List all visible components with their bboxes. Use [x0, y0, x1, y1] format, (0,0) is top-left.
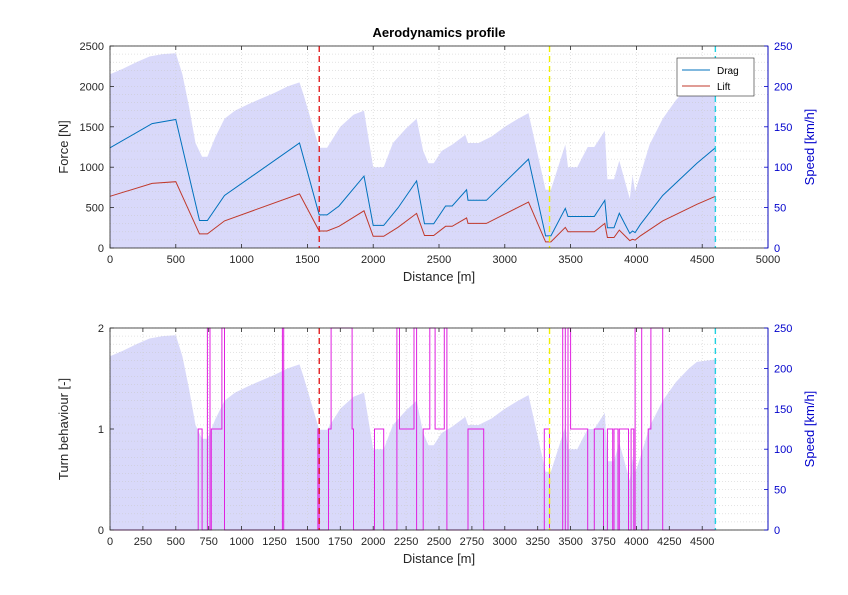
y-right-tick-label: 150	[774, 122, 792, 134]
y-right-tick-label: 0	[774, 243, 780, 255]
series-line-drag	[109, 118, 716, 237]
legend-label: Lift	[717, 82, 731, 93]
x-axis-label: Distance [m]	[403, 269, 475, 284]
x-tick-label: 2500	[427, 536, 451, 548]
x-tick-label: 3250	[525, 536, 549, 548]
x-tick-label: 3000	[493, 254, 517, 266]
y-tick-label: 1500	[80, 122, 104, 134]
legend-box	[676, 57, 755, 97]
x-tick-label: 1000	[229, 254, 253, 266]
x-tick-label: 4000	[624, 536, 648, 548]
x-tick-label: 1750	[328, 536, 352, 548]
x-tick-label: 500	[167, 254, 185, 266]
x-tick-label: 3750	[591, 536, 615, 548]
y-tick-label: 2500	[80, 41, 104, 53]
y-right-tick-label: 250	[774, 323, 792, 335]
speed-area	[110, 335, 716, 530]
y-tick-label: 2	[98, 323, 104, 335]
y-tick-label: 2000	[80, 81, 104, 93]
x-tick-label: 3500	[558, 254, 582, 266]
x-tick-label: 1500	[295, 536, 319, 548]
x-tick-label: 2000	[361, 254, 385, 266]
y-tick-label: 1	[98, 424, 104, 436]
panel-bottom	[109, 327, 769, 531]
y-tick-label: 0	[98, 243, 104, 255]
x-tick-label: 4500	[690, 254, 714, 266]
x-tick-label: 0	[107, 254, 113, 266]
x-tick-label: 1250	[262, 536, 286, 548]
y-right-tick-label: 0	[774, 525, 780, 537]
x-tick-label: 4250	[657, 536, 681, 548]
x-tick-label: 0	[107, 536, 113, 548]
speed-area	[110, 53, 716, 248]
x-tick-label: 4000	[624, 254, 648, 266]
x-tick-label: 2500	[427, 254, 451, 266]
legend-label: Drag	[717, 66, 739, 77]
x-tick-label: 5000	[756, 254, 780, 266]
y-right-tick-label: 200	[774, 81, 792, 93]
x-tick-label: 2000	[361, 536, 385, 548]
y-tick-label: 0	[98, 525, 104, 537]
panel-top	[109, 45, 769, 249]
y-axis-label: Force [N]	[56, 120, 71, 173]
chart-title: Aerodynamics profile	[373, 25, 506, 40]
x-tick-label: 750	[200, 536, 218, 548]
x-tick-label: 2750	[460, 536, 484, 548]
y-right-tick-label: 50	[774, 485, 786, 497]
y-right-tick-label: 50	[774, 203, 786, 215]
x-tick-label: 250	[134, 536, 152, 548]
series-line-lift	[109, 181, 716, 243]
y-right-tick-label: 200	[774, 363, 792, 375]
x-tick-label: 4500	[690, 536, 714, 548]
x-tick-label: 1000	[229, 536, 253, 548]
x-tick-label: 500	[167, 536, 185, 548]
y-right-tick-label: 150	[774, 404, 792, 416]
y-tick-label: 1000	[80, 162, 104, 174]
x-tick-label: 3000	[493, 536, 517, 548]
y-tick-label: 500	[86, 203, 104, 215]
y-right-tick-label: 250	[774, 41, 792, 53]
y-right-axis-label: Speed [km/h]	[802, 391, 817, 468]
y-axis-label: Turn behaviour [-]	[56, 378, 71, 480]
y-right-axis-label: Speed [km/h]	[802, 109, 817, 186]
y-right-tick-label: 100	[774, 162, 792, 174]
y-right-tick-label: 100	[774, 444, 792, 456]
x-axis-label: Distance [m]	[403, 551, 475, 566]
x-tick-label: 2250	[394, 536, 418, 548]
x-tick-label: 1500	[295, 254, 319, 266]
x-tick-label: 3500	[558, 536, 582, 548]
